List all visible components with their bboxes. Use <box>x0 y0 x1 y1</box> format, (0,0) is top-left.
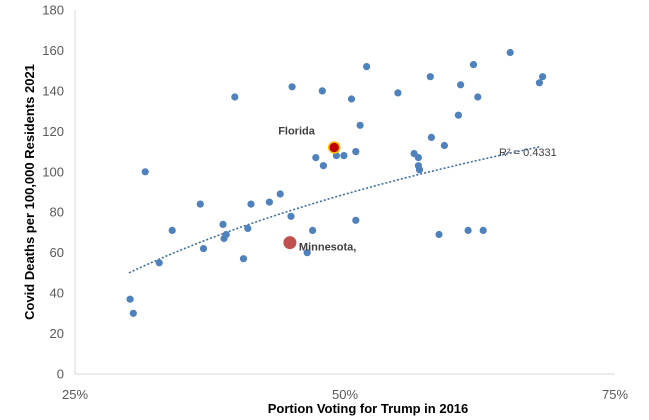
data-point <box>506 48 514 57</box>
data-point <box>347 95 356 103</box>
data-point <box>244 224 252 232</box>
y-axis-title: Covid Deaths per 100,000 Residents 2021 <box>22 64 37 320</box>
data-point <box>356 121 364 129</box>
data-point <box>312 154 320 162</box>
data-point <box>155 259 163 267</box>
data-point <box>199 245 208 253</box>
data-point <box>469 61 478 69</box>
highlight-points: Florida Minnesota, <box>278 126 356 254</box>
y-tick-label: 80 <box>50 205 64 220</box>
x-tick-label: 50% <box>332 387 358 402</box>
y-tick-label: 0 <box>57 367 64 382</box>
data-point <box>539 73 547 81</box>
data-point <box>129 309 137 317</box>
data-point <box>318 87 326 95</box>
florida-point <box>327 141 341 154</box>
data-point <box>415 166 424 174</box>
data-point <box>265 198 273 206</box>
data-point <box>222 230 230 239</box>
data-point <box>435 230 443 239</box>
y-tick-labels: 0 20 40 60 80 100 120 140 160 180 <box>42 3 64 382</box>
data-point <box>219 220 227 228</box>
data-point <box>454 111 462 119</box>
data-point <box>352 148 360 156</box>
minnesota-point <box>283 236 297 250</box>
florida-label: Florida <box>278 126 316 138</box>
data-point <box>168 226 176 234</box>
data-point <box>457 81 465 89</box>
x-tick-labels: 25% 50% 75% <box>62 387 628 402</box>
axes <box>74 10 615 375</box>
data-point <box>287 212 295 220</box>
data-point <box>394 89 402 97</box>
data-point <box>474 93 482 101</box>
data-point <box>352 216 360 224</box>
r-squared-label: R² = 0.4331 <box>499 147 557 159</box>
y-tick-label: 100 <box>42 164 64 179</box>
data-point <box>303 249 311 257</box>
data-points <box>126 48 547 317</box>
y-tick-label: 120 <box>42 124 64 139</box>
data-point <box>440 141 448 150</box>
y-tick-label: 60 <box>50 245 64 260</box>
data-point <box>288 83 296 91</box>
data-point <box>276 190 284 198</box>
data-point <box>196 200 204 208</box>
y-tick-label: 180 <box>42 3 64 18</box>
y-tick-label: 160 <box>42 43 64 58</box>
data-point <box>427 133 435 141</box>
data-point <box>247 200 255 208</box>
y-tick-label: 140 <box>42 83 64 98</box>
data-point <box>479 226 487 234</box>
data-point <box>535 79 544 87</box>
x-tick-label: 75% <box>602 387 628 402</box>
trendline <box>128 146 540 274</box>
data-point <box>239 255 248 263</box>
data-point <box>126 295 134 303</box>
y-tick-label: 40 <box>50 286 64 301</box>
data-point <box>141 168 149 176</box>
minnesota-label: Minnesota, <box>299 242 356 254</box>
data-point <box>426 73 434 81</box>
data-point <box>340 152 348 160</box>
y-tick-label: 20 <box>50 326 64 341</box>
data-point <box>319 162 327 170</box>
data-point <box>464 226 472 234</box>
data-point <box>414 154 422 162</box>
data-point <box>231 93 239 101</box>
data-point <box>332 152 340 160</box>
x-tick-label: 25% <box>62 387 88 402</box>
x-axis-title: Portion Voting for Trump in 2016 <box>268 401 469 416</box>
data-point <box>363 63 371 71</box>
data-point <box>309 226 317 234</box>
